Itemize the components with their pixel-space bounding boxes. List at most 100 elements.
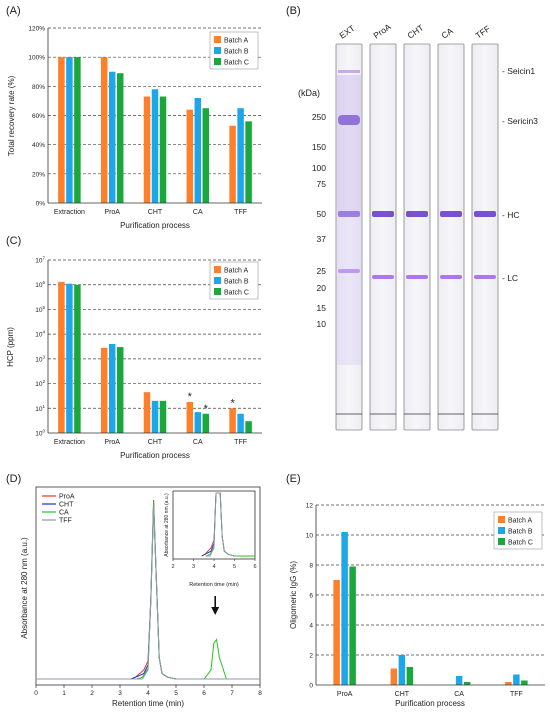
gel-marker-label: 25 <box>317 266 327 276</box>
legend-swatch <box>214 36 221 43</box>
gel-band-label: - LC <box>502 273 518 283</box>
bar-batch-a <box>143 96 151 203</box>
tick-exponent: 3 <box>42 354 45 359</box>
panel-a-x-tick-labels: Extraction ProA CHT CA TFF <box>54 209 247 216</box>
panel-d-traces <box>36 499 260 680</box>
sericin3-band <box>338 115 360 125</box>
bar-batch-b <box>194 98 202 203</box>
legend-label: Batch A <box>224 268 248 275</box>
gel-marker-label: 15 <box>317 303 327 313</box>
x-tick-label: 3 <box>118 690 122 697</box>
bar-batch-a <box>333 580 340 685</box>
light-chain-band <box>406 275 428 279</box>
inset-x-tick-label: 2 <box>171 564 174 570</box>
bar-batch-c <box>159 96 167 203</box>
bar-batch-c <box>202 108 210 203</box>
sericin1-band <box>338 70 360 73</box>
x-tick-label: ProA <box>104 209 120 216</box>
tick-exponent: 1 <box>42 404 45 409</box>
tick-exponent: 5 <box>42 305 45 310</box>
panel-a-x-label: Purification process <box>120 221 190 230</box>
panel-e: (E) 0 2 4 6 8 10 12 ProA CHT CA TFF Purification … <box>286 473 545 708</box>
tick-exponent: 4 <box>42 330 45 335</box>
bar-batch-a <box>186 109 194 203</box>
panel-c-letter: (C) <box>6 235 21 247</box>
heavy-chain-band <box>440 211 462 217</box>
panel-a: (A) 0% 20% 40% 60% 80% 100% 120% Extraction Pro… <box>6 5 262 230</box>
gel-lane-strip <box>403 43 431 431</box>
gel-marker-label: 20 <box>317 283 327 293</box>
tick-base: 10 <box>35 406 43 413</box>
bar-batch-c <box>521 680 528 685</box>
bar-batch-b <box>513 674 520 685</box>
tick-base: 10 <box>35 381 43 388</box>
legend-swatch <box>498 527 505 534</box>
light-chain-band <box>338 269 360 273</box>
bar-batch-c <box>349 566 356 685</box>
panel-d-letter: (D) <box>6 473 21 485</box>
legend-swatch <box>214 58 221 65</box>
gel-lane-label: TFF <box>473 24 491 41</box>
gel-band-label: - Sericin3 <box>502 116 538 126</box>
heavy-chain-band <box>372 211 394 217</box>
x-tick-label: TFF <box>234 439 247 446</box>
x-tick-label: CA <box>454 691 464 698</box>
panel-d-x-label: Retention time (min) <box>112 699 184 708</box>
x-tick-label: 2 <box>90 690 94 697</box>
inset-traces <box>201 492 255 557</box>
legend-label: Batch B <box>508 529 533 536</box>
y-tick-label: 2 <box>309 653 313 660</box>
y-tick-label: 105 <box>35 305 45 314</box>
legend-label: ProA <box>59 494 75 501</box>
tick-base: 10 <box>35 307 43 314</box>
bar-batch-a <box>229 408 236 433</box>
panel-e-letter: (E) <box>286 473 301 485</box>
bar-batch-a <box>390 668 398 685</box>
gel-lane-label: CA <box>439 25 455 40</box>
y-tick-label: 100 <box>35 429 45 438</box>
gel-band-label: - HC <box>502 210 519 220</box>
legend-swatch <box>214 277 221 284</box>
panel-e-legend: Batch A Batch B Batch C <box>493 511 543 550</box>
y-tick-label: 6 <box>309 593 313 600</box>
y-tick-label: 103 <box>35 354 45 363</box>
panel-e-bars <box>333 532 528 685</box>
gel-marker-labels: 250 150 100 75 50 37 25 20 15 10 <box>312 112 326 329</box>
y-tick-label: 104 <box>35 330 45 339</box>
inset-x-tick-label: 6 <box>253 564 256 570</box>
gel-lane-label: CHT <box>405 22 425 40</box>
y-tick-label: 101 <box>35 404 45 413</box>
panel-b-letter: (B) <box>286 5 301 17</box>
legend-label: CA <box>59 510 69 517</box>
gel-marker-label: 150 <box>312 142 326 152</box>
x-tick-label: 6 <box>202 690 206 697</box>
panel-d-x-ticks: 0 1 2 3 4 5 6 7 8 <box>34 685 262 697</box>
panel-a-y-tick-labels: 0% 20% 40% 60% 80% 100% 120% <box>28 26 45 208</box>
gel-marker-label: 37 <box>317 234 327 244</box>
gel-marker-label: 100 <box>312 163 326 173</box>
y-tick-label: 100% <box>28 55 45 62</box>
panel-c-y-label: HCP (ppm) <box>6 327 15 367</box>
light-chain-band <box>440 275 462 279</box>
light-chain-band <box>372 275 394 279</box>
gel-marker-label: 50 <box>317 209 327 219</box>
tick-base: 10 <box>35 431 43 438</box>
bar-batch-b <box>237 413 244 433</box>
panel-b: (B) (kDa) EXT ProA CHT CA TFF 250 150 100 75 50 3… <box>286 5 538 431</box>
legend-label: Batch C <box>224 60 249 67</box>
gel-unit-label: (kDa) <box>298 88 320 98</box>
heavy-chain-band <box>474 211 496 217</box>
panel-e-x-label: Purification process <box>395 699 465 708</box>
legend-swatch <box>214 288 221 295</box>
significance-asterisk: * <box>204 403 209 415</box>
bar-batch-c <box>116 347 124 433</box>
tick-exponent: 6 <box>42 280 45 285</box>
bar-batch-c <box>406 667 414 685</box>
x-tick-label: CHT <box>395 691 410 698</box>
x-tick-label: CHT <box>148 209 163 216</box>
tick-exponent: 0 <box>42 429 45 434</box>
legend-swatch <box>214 47 221 54</box>
bar-batch-a <box>505 682 512 685</box>
inset-x-tick-label: 3 <box>192 564 195 570</box>
